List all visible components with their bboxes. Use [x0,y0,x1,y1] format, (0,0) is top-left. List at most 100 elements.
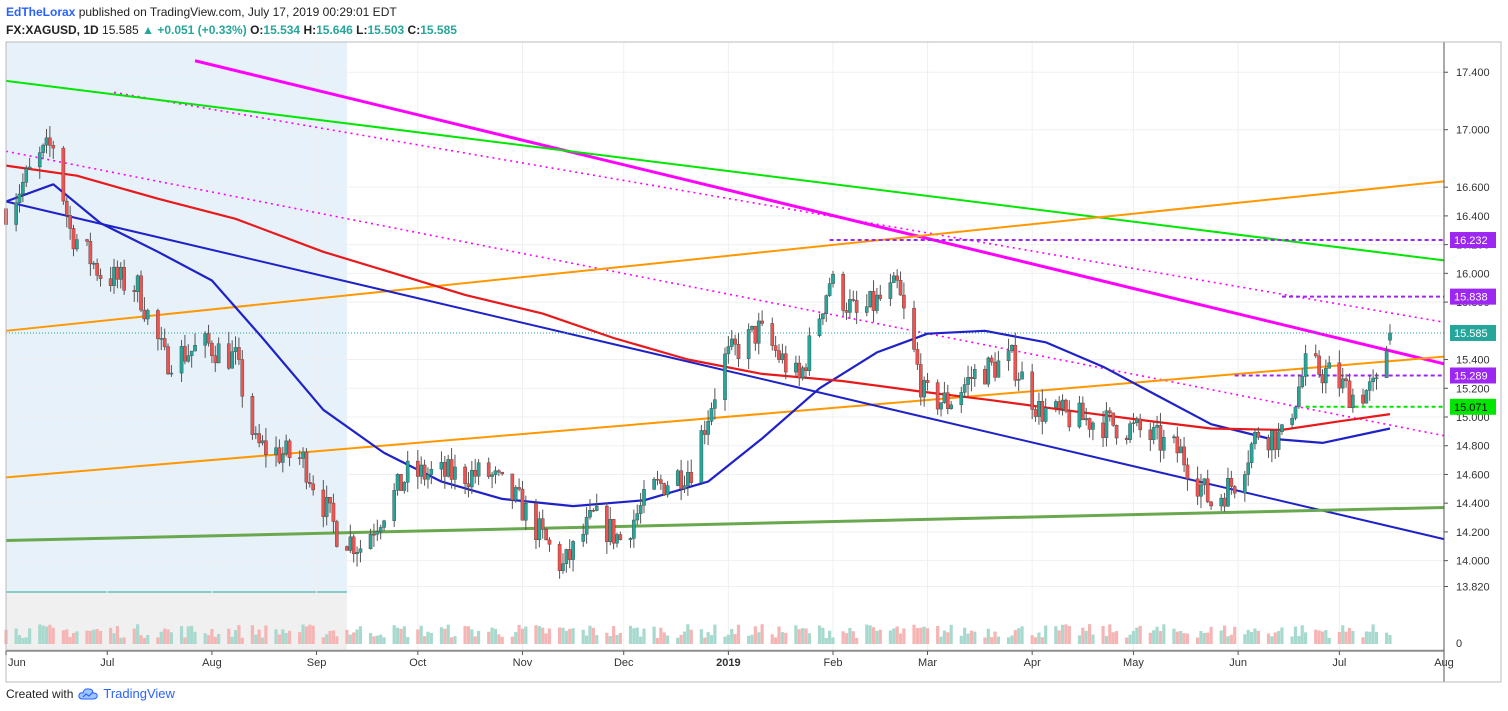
volume-bar [1229,634,1233,644]
volume-bar [936,625,940,644]
volume-bar [399,628,403,644]
volume-bar [21,637,25,644]
candle-body [405,460,410,483]
volume-bar [1246,629,1250,644]
volume-bar [1324,630,1328,644]
close-label: C: [407,23,421,37]
footer: Created with TradingView [6,686,175,701]
volume-bar [1256,630,1260,644]
candle-body [328,497,332,504]
candle-body [662,483,667,496]
candle-body [1280,424,1284,432]
volume-bar [68,637,72,644]
trendline-olive [5,506,1445,543]
x-tick-label: Apr [1024,657,1041,669]
volume-bar [844,633,849,644]
x-tick-label: Aug [202,657,222,669]
volume-bar [325,634,329,644]
moving-average-short-line [5,183,1391,508]
candle-body [854,300,859,313]
candle-body [945,392,950,409]
candle-body [71,228,76,250]
candle-body [88,241,93,265]
price-label-box [1450,232,1496,249]
price-label-text: 15.585 [1454,328,1488,340]
candle-body [1293,406,1298,419]
candle-body [1199,484,1203,497]
volume-bar [635,627,639,644]
candle-body [1226,478,1230,507]
volume-bar [855,637,859,644]
volume-bar [514,632,518,644]
x-tick-label: 2019 [716,657,740,669]
candle-body [824,295,829,314]
candles[interactable] [4,126,1392,579]
candle-body [996,360,1001,378]
volume-bar [139,635,143,644]
volume-bar [1135,627,1139,644]
volume-bar [311,625,315,644]
volume-bar [561,627,565,644]
volume-bar [1361,637,1365,644]
author-link[interactable]: EdTheLorax [6,5,76,19]
volume-bar [1172,628,1176,644]
y-tick-label: 15.200 [1456,383,1490,395]
candle-body [773,345,778,351]
candle-body [1324,368,1328,384]
candle-body [1175,436,1180,454]
candle-body [372,533,376,536]
candle-body [807,335,812,372]
candle-body [888,282,893,299]
volume-bar [618,632,622,644]
candle-body [476,462,481,477]
tradingview-brand[interactable]: TradingView [103,686,175,701]
volume-bar [1006,637,1011,644]
volume-bar [591,627,595,644]
volume-bar [28,628,32,644]
volume-bar [1344,631,1348,644]
candle-body [1229,478,1234,487]
candle-body [210,342,214,356]
candle-body [233,347,238,353]
volume-bar [392,625,396,644]
candle-body [1054,401,1058,408]
volume-bar [1276,631,1281,644]
candle-body [524,503,528,521]
candle-body [274,447,278,455]
candle-body [27,166,32,169]
candle-body [297,457,302,459]
volume-bar [277,634,282,644]
volume-bar [112,633,116,644]
candle-body [308,482,312,485]
volume-bar [662,632,666,644]
candle-body [1101,422,1105,438]
candle-body [1273,430,1278,450]
publish-line: EdTheLorax published on TradingView.com,… [6,4,397,20]
candle-body [179,346,184,374]
candle-body [186,355,191,362]
volume-bar [1033,637,1038,644]
candle-body [689,472,694,483]
volume-bar [524,626,528,644]
candle-body [588,510,592,518]
candle-body [942,392,947,403]
volume-bar [497,634,501,644]
candle-body [64,200,69,216]
trendline-orange [5,180,1445,332]
volume-bar [706,632,710,644]
candle-body [534,503,538,541]
volume-bar [287,630,292,644]
candle-body [375,531,380,535]
x-tick-label: Jun [8,657,26,669]
volume-bar [142,637,146,644]
volume-bar [233,630,238,644]
candle-body [618,534,623,540]
volume-bar [169,632,174,644]
candle-body [635,513,640,521]
candle-body [189,350,194,356]
volume-bar [382,637,386,644]
volume-bar [217,633,221,644]
volume-bar [986,628,990,644]
candle-body [540,518,545,530]
